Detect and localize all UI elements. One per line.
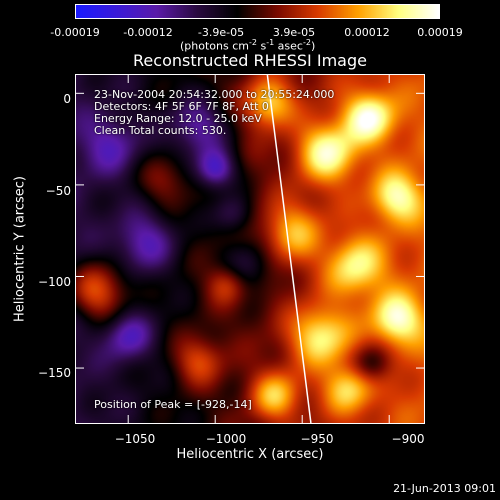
annotation-energy-range: Energy Range: 12.0 - 25.0 keV bbox=[94, 112, 262, 125]
annotation-counts: Clean Total counts: 530. bbox=[94, 124, 227, 137]
x-axis-label: Heliocentric X (arcsec) bbox=[176, 447, 324, 462]
timestamp-footer: 21-Jun-2013 09:01 bbox=[393, 482, 496, 495]
x-tick-label: −1000 bbox=[205, 432, 247, 446]
colorbar-tick: -3.9e-05 bbox=[197, 26, 245, 39]
colorbar-tick: 0.00012 bbox=[344, 26, 390, 39]
colorbar bbox=[75, 4, 440, 19]
annotation-peak-position: Position of Peak = [-928,-14] bbox=[94, 398, 252, 411]
colorbar-tick: 3.9e-05 bbox=[272, 26, 316, 39]
heatmap-image bbox=[76, 75, 424, 423]
y-tick-label: −50 bbox=[45, 184, 71, 198]
chart-title: Reconstructed RHESSI Image bbox=[133, 51, 367, 70]
x-tick-label: −950 bbox=[300, 432, 334, 446]
annotation-time-range: 23-Nov-2004 20:54:32.000 to 20:55:24.000 bbox=[94, 88, 335, 101]
colorbar-unit: (photons cm-2 s-1 asec-2) bbox=[180, 38, 316, 53]
y-tick-label: −150 bbox=[38, 366, 71, 380]
annotation-detectors: Detectors: 4F 5F 6F 7F 8F, Att 0 bbox=[94, 100, 269, 113]
colorbar-tick: -0.00019 bbox=[50, 26, 100, 39]
y-axis-label: Heliocentric Y (arcsec) bbox=[12, 176, 28, 322]
y-tick-label: 0 bbox=[63, 92, 71, 106]
plot-area bbox=[75, 74, 425, 424]
colorbar-tick: -0.00012 bbox=[123, 26, 173, 39]
x-tick-label: −1050 bbox=[114, 432, 156, 446]
x-tick-label: −900 bbox=[391, 432, 425, 446]
y-tick-label: −100 bbox=[38, 275, 71, 289]
colorbar-tick: 0.00019 bbox=[417, 26, 463, 39]
